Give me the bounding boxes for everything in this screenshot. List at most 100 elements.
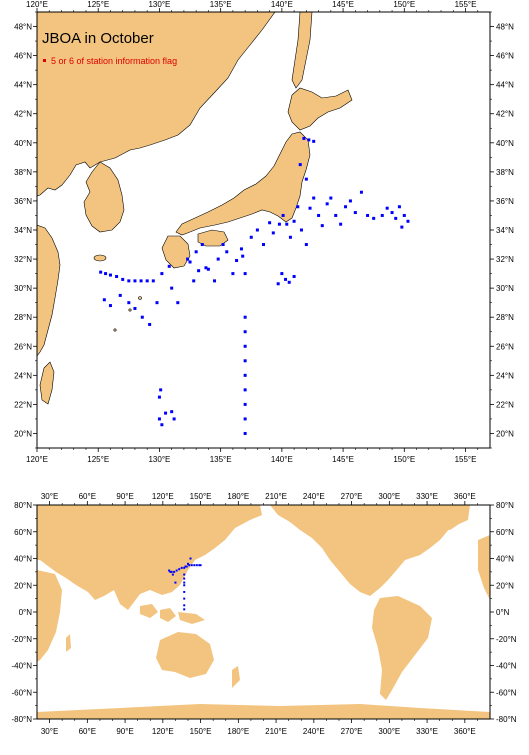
land-north-america: [270, 505, 470, 596]
station-marker: [145, 279, 149, 283]
world-station-marker: [187, 562, 189, 565]
station-marker: [292, 219, 296, 223]
world-lon-label-top: 300°E: [378, 492, 400, 501]
station-marker: [302, 136, 306, 140]
world-lon-label-bottom: 120°E: [152, 727, 174, 736]
land-south-america: [372, 596, 432, 700]
lat-label-right: 26°N: [496, 342, 514, 351]
land-ryukyu-1: [138, 296, 142, 300]
station-marker: [243, 431, 247, 435]
station-marker: [277, 222, 281, 226]
lat-label-right: 44°N: [496, 81, 514, 90]
station-marker: [366, 213, 370, 217]
lon-label-top: 125°E: [87, 0, 109, 9]
global-map-ticks: 30°E 30°E 60°E 60°E 90°E 90°E 120°E 120°E 150°E 1…: [11, 492, 516, 736]
station-marker: [320, 224, 324, 228]
lat-label-right: 42°N: [496, 110, 514, 119]
station-marker: [127, 301, 131, 305]
world-lat-label-right: 0°N: [496, 608, 510, 617]
world-station-marker: [183, 566, 186, 569]
world-station-marker: [199, 564, 202, 567]
world-station-marker: [174, 581, 177, 584]
world-station-marker: [193, 564, 196, 567]
station-marker: [271, 231, 275, 235]
station-marker: [151, 279, 155, 283]
lon-label-bottom: 125°E: [87, 455, 109, 464]
station-marker: [397, 205, 401, 209]
station-marker: [348, 199, 352, 203]
world-lat-label-left: -60°N: [11, 688, 32, 697]
world-lat-label-right: -60°N: [496, 688, 517, 697]
land-ryukyu-3: [113, 328, 117, 332]
station-marker: [288, 235, 292, 239]
world-lon-label-bottom: 180°E: [227, 727, 249, 736]
station-marker: [390, 211, 394, 215]
lat-label-left: 20°N: [14, 429, 32, 438]
lat-label-right: 30°N: [496, 284, 514, 293]
world-lon-label-top: 150°E: [190, 492, 212, 501]
map-title: JBOA in October: [42, 30, 154, 47]
world-station-marker: [169, 570, 172, 573]
world-lon-label-top: 240°E: [303, 492, 325, 501]
world-lon-label-bottom: 60°E: [79, 727, 96, 736]
lat-label-left: 48°N: [14, 23, 32, 32]
land-hokkaido: [287, 87, 353, 131]
land-new-zealand: [232, 666, 240, 688]
lat-label-left: 28°N: [14, 313, 32, 322]
world-station-marker: [171, 573, 174, 576]
station-marker: [304, 177, 308, 181]
station-marker: [243, 388, 247, 392]
station-marker: [194, 250, 198, 254]
lat-label-right: 48°N: [496, 23, 514, 32]
land-madagascar: [66, 634, 71, 652]
world-station-marker: [198, 564, 201, 567]
world-lon-label-bottom: 90°E: [116, 727, 133, 736]
land-shikoku: [197, 229, 229, 247]
lon-label-bottom: 120°E: [26, 455, 48, 464]
station-marker: [197, 269, 201, 273]
land-australia: [156, 632, 214, 678]
world-lat-label-left: 40°N: [14, 555, 32, 564]
station-marker: [176, 301, 180, 305]
station-marker: [160, 272, 164, 276]
world-lat-label-left: -80°N: [11, 715, 32, 724]
station-marker: [121, 277, 125, 281]
world-lat-label-left: -40°N: [11, 662, 32, 671]
world-station-marker: [175, 569, 178, 572]
station-marker: [231, 272, 235, 276]
station-marker: [406, 219, 410, 223]
station-marker: [243, 359, 247, 363]
world-lon-label-top: 90°E: [116, 492, 133, 501]
station-marker: [139, 279, 143, 283]
lon-label-top: 135°E: [210, 0, 232, 9]
world-lat-label-left: 20°N: [14, 581, 32, 590]
world-station-marker: [185, 565, 188, 568]
land-sakhalin: [291, 12, 313, 89]
station-marker: [329, 196, 333, 200]
land-kyushu: [161, 235, 191, 269]
station-marker: [157, 417, 161, 421]
lat-label-left: 22°N: [14, 400, 32, 409]
station-marker: [281, 213, 285, 217]
station-marker: [243, 402, 247, 406]
world-lat-label-right: -40°N: [496, 662, 517, 671]
world-lon-label-top: 180°E: [227, 492, 249, 501]
land-africa: [37, 570, 62, 662]
station-marker: [359, 190, 363, 194]
lat-label-right: 24°N: [496, 371, 514, 380]
station-marker: [400, 225, 404, 229]
station-marker: [239, 247, 243, 251]
global-station-markers: [168, 557, 202, 611]
station-marker: [243, 344, 247, 348]
station-marker: [206, 267, 210, 271]
lat-label-right: 34°N: [496, 226, 514, 235]
station-marker: [170, 410, 174, 414]
lat-label-left: 30°N: [14, 284, 32, 293]
station-marker: [243, 272, 247, 276]
station-marker: [280, 272, 284, 276]
station-marker: [160, 423, 164, 427]
world-station-marker: [173, 570, 176, 573]
world-station-marker: [189, 557, 192, 560]
land-eurasia: [37, 505, 262, 610]
station-marker: [268, 221, 272, 225]
